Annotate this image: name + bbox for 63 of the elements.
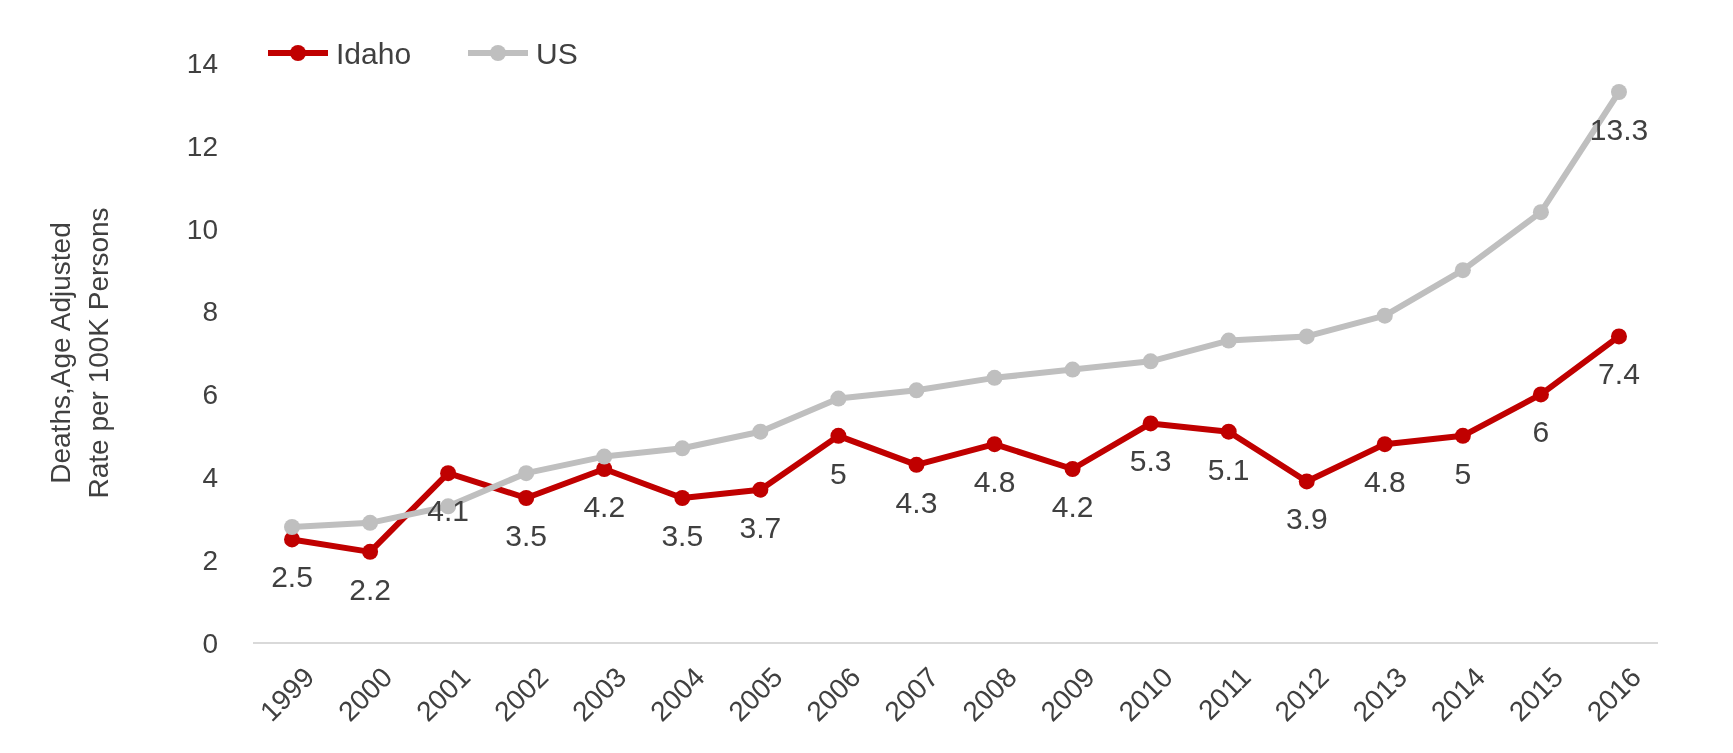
point <box>596 448 613 465</box>
point <box>674 440 691 457</box>
data-label: 5.3 <box>1129 444 1172 478</box>
y-tick-label: 14 <box>186 47 218 79</box>
point <box>1532 204 1549 221</box>
point <box>752 423 769 440</box>
point <box>908 456 925 473</box>
point <box>986 369 1003 386</box>
data-label: 13.3 <box>1589 113 1649 146</box>
point <box>830 390 847 407</box>
y-axis-title: Deaths,Age Adjusted Rate per 100K Persons <box>45 207 115 499</box>
point <box>1142 353 1159 370</box>
data-label: 4.8 <box>973 465 1016 499</box>
point <box>1142 415 1159 432</box>
point <box>1064 461 1081 477</box>
point <box>1220 423 1237 440</box>
data-label: 3.9 <box>1285 502 1328 536</box>
point <box>284 519 301 535</box>
data-label: 3.5 <box>505 519 548 552</box>
data-label: 2.2 <box>349 572 391 606</box>
point <box>1532 386 1549 403</box>
data-label: 3.5 <box>661 519 704 552</box>
point <box>674 490 691 506</box>
point <box>1376 436 1393 453</box>
legend-label: US <box>536 36 578 70</box>
point <box>1454 427 1471 444</box>
point <box>1064 361 1081 378</box>
point <box>518 465 535 482</box>
point <box>1220 332 1237 349</box>
point <box>1298 473 1315 490</box>
data-label: 4.2 <box>583 490 626 523</box>
point <box>752 481 769 498</box>
point <box>908 382 925 399</box>
data-label: 7.4 <box>1598 357 1640 391</box>
data-label: 6 <box>1532 415 1550 449</box>
y-tick-label: 10 <box>186 213 218 245</box>
data-label: 4.8 <box>1363 465 1406 499</box>
y-tick-label: 12 <box>186 130 218 162</box>
y-tick-label: 2 <box>202 544 218 576</box>
point <box>1610 328 1627 345</box>
data-label: 5 <box>830 456 847 490</box>
data-label: 5.1 <box>1207 452 1250 486</box>
y-tick-label: 8 <box>202 296 218 328</box>
y-tick-label: 0 <box>202 627 218 659</box>
point <box>830 427 847 444</box>
point <box>1376 307 1393 324</box>
data-label: 4.3 <box>895 485 938 519</box>
legend-label: Idaho <box>336 36 412 70</box>
point <box>440 465 457 482</box>
data-label: 4.2 <box>1051 490 1094 523</box>
point <box>362 514 379 531</box>
data-label: 2.5 <box>271 560 313 594</box>
data-label: 3.7 <box>739 510 782 544</box>
y-tick-label: 6 <box>202 379 218 411</box>
data-label: 4.1 <box>427 494 469 528</box>
data-label: 5 <box>1454 456 1472 490</box>
point <box>362 543 379 560</box>
point <box>1454 262 1471 279</box>
point <box>1298 328 1315 345</box>
point <box>518 490 535 506</box>
y-tick-label: 4 <box>202 462 218 494</box>
point <box>1610 84 1627 100</box>
point <box>986 436 1003 453</box>
